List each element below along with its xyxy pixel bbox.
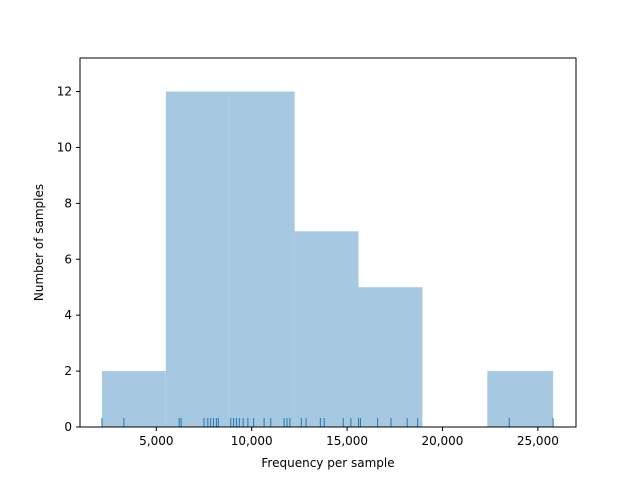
rug-marks [101, 418, 554, 427]
y-tick-label-1: 0 [64, 420, 72, 434]
x-tick-label-1: 5,000 [139, 434, 173, 448]
histogram-bars [101, 91, 554, 427]
y-tick-label-3: 4 [64, 308, 72, 322]
y-tick-label-7: 12 [57, 85, 72, 99]
plot-frame [79, 57, 577, 428]
x-tick-label-4: 20,000 [421, 434, 463, 448]
histogram-bar-1 [101, 371, 166, 427]
y-tick-label-5: 8 [64, 196, 72, 210]
x-axis-ticks: 5,000 10,000 15,000 20,000 25,000 [139, 427, 559, 448]
histogram-bar-3 [229, 91, 295, 427]
histogram-bar-7 [487, 371, 554, 427]
x-tick-label-2: 10,000 [231, 434, 273, 448]
histogram-bar-5 [358, 287, 423, 427]
y-tick-label-2: 2 [64, 364, 72, 378]
histogram-bar-2 [165, 91, 230, 427]
y-tick-label-6: 10 [57, 140, 72, 154]
x-axis-label: Frequency per sample [261, 456, 394, 470]
x-tick-label-3: 15,000 [326, 434, 368, 448]
y-tick-label-4: 6 [64, 252, 72, 266]
y-axis-ticks: 0 2 4 6 8 10 12 [57, 85, 80, 434]
histogram-bar-4 [294, 231, 359, 427]
x-tick-label-5: 25,000 [517, 434, 559, 448]
y-axis-label: Number of samples [32, 184, 46, 301]
